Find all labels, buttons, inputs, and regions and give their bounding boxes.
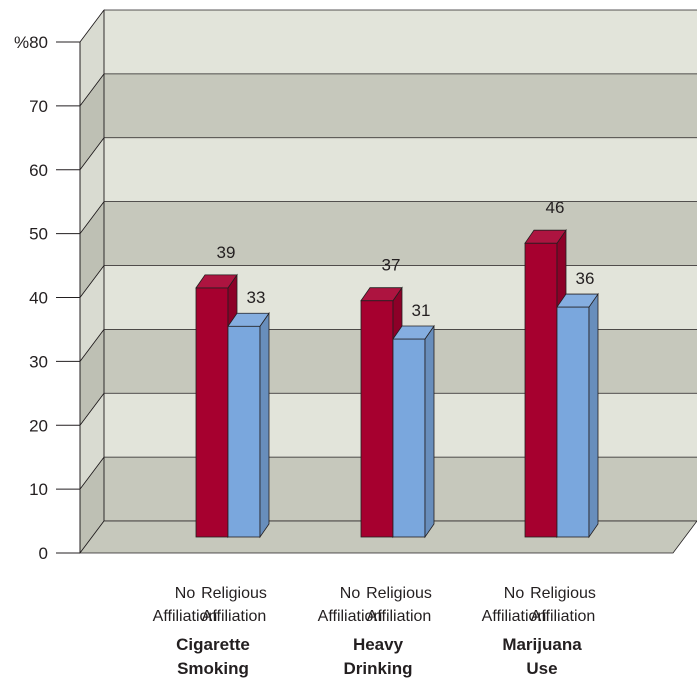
data-label: 39 [217,243,236,262]
series-label: Religious [366,585,432,602]
bar-top [524,229,567,244]
bar-top [360,287,403,302]
group-label: Drinking [344,659,413,678]
bar-top [227,312,270,327]
gridline-side [79,9,105,43]
bar-top [556,293,599,308]
gridline-side [79,265,105,298]
back-wall-band [104,137,697,202]
data-label: 46 [546,198,565,217]
y-axis: 0 10 20 30 40 50 60 70 %80 [14,33,81,563]
gridline-side [79,137,105,170]
series-label: Affiliation [202,608,267,625]
back-wall-band [104,10,697,74]
bar-side [588,292,599,539]
back-wall-band [104,201,697,266]
bar-top [392,325,435,340]
bars [195,228,599,539]
bar-top [195,274,238,289]
series-label: No [175,585,196,602]
bar-side [259,311,270,539]
series-label: Affiliation [531,608,596,625]
gridline-side [79,456,105,490]
series-label: Affiliation [482,608,547,625]
group-label: Cigarette [176,635,250,654]
series-label: Affiliation [318,608,383,625]
data-label: 33 [247,288,266,307]
labels: 39 33 No Affiliation Religious Affiliation Cig… [153,198,596,678]
data-label: 37 [382,256,401,275]
series-label: Religious [530,585,596,602]
series-label: No [504,585,525,602]
y-tick-label: 50 [29,225,48,244]
series-label: Affiliation [367,608,432,625]
data-label: 36 [576,269,595,288]
bar-side [424,324,435,539]
series-label: Religious [201,585,267,602]
bar-front [556,306,590,538]
y-tick-label: 70 [29,97,48,116]
group-label: Use [526,659,557,678]
gridline-side [79,73,105,107]
gridline-side [79,329,105,362]
y-tick-label: 40 [29,289,48,308]
group-label: Marijuana [502,635,582,654]
gridline-side [79,201,105,234]
series-label: Affiliation [153,608,218,625]
bar-front [195,287,229,538]
y-tick-label: 10 [29,480,48,499]
gridline-side [79,393,105,426]
series-label: No [340,585,361,602]
bar-front [392,338,426,538]
bar-front [360,300,394,538]
bar-front [524,242,558,538]
y-tick-label: 30 [29,352,48,371]
bar-front [227,325,261,538]
group-label: Heavy [353,635,404,654]
group-label: Smoking [177,659,249,678]
y-tick-label: 0 [39,544,48,563]
y-tick-label: %80 [14,33,48,52]
data-label: 31 [412,301,431,320]
y-tick-label: 60 [29,161,48,180]
back-wall-band [104,73,697,138]
y-tick-label: 20 [29,416,48,435]
